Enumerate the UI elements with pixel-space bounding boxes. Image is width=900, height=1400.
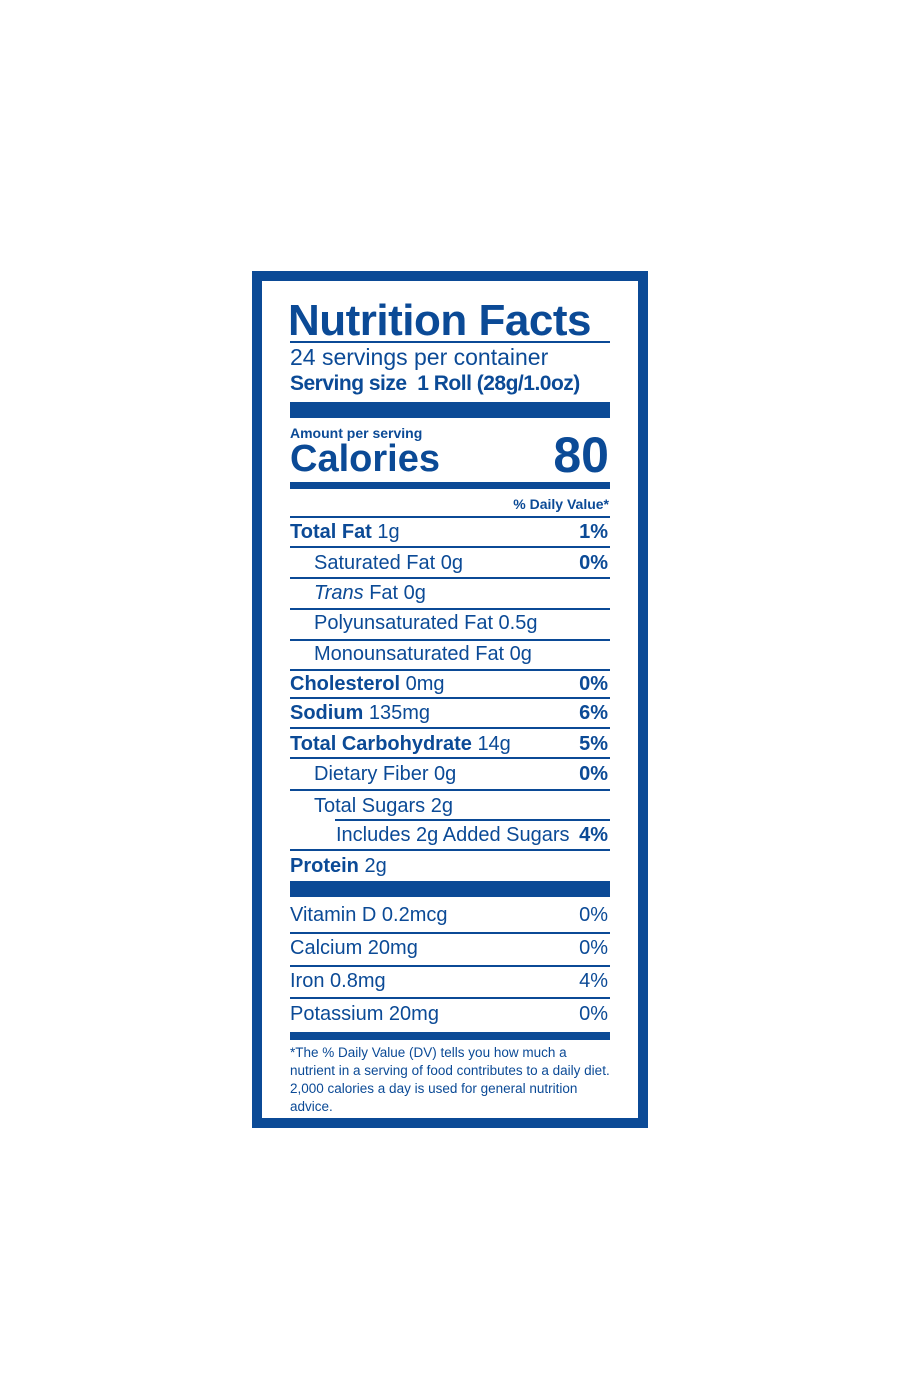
nutrient-name: Dietary Fiber 0g	[314, 763, 457, 785]
rule	[290, 669, 610, 671]
nutrient-dv: 0%	[579, 552, 608, 574]
rule	[290, 789, 610, 791]
label-border	[252, 271, 648, 1128]
nutrient-row: Sodium 135mg 6%	[290, 700, 610, 726]
vitamin-row: Potassium 20mg 0%	[290, 1001, 610, 1027]
vitamin-name: Potassium 20mg	[290, 1003, 439, 1025]
nutrient-dv: 6%	[579, 702, 608, 724]
nutrient: Sodium 135mg	[290, 700, 430, 726]
rule	[290, 965, 610, 967]
rule	[290, 639, 610, 641]
medium-bar	[290, 482, 610, 489]
amount-per-serving: Amount per serving	[290, 425, 423, 441]
nutrient-amount: 2g	[364, 855, 387, 877]
nutrient-name: Fat 0g	[369, 582, 426, 604]
rule	[290, 546, 610, 548]
nutrient-row: Protein 2g	[290, 853, 610, 879]
thick-bar	[290, 881, 610, 897]
medium-bar	[290, 1032, 610, 1040]
calories-value: 80	[553, 427, 609, 483]
nutrient-name: Protein	[290, 855, 359, 877]
nutrient-row: Cholesterol 0mg 0%	[290, 671, 610, 697]
vitamin-row: Vitamin D 0.2mcg 0%	[290, 902, 610, 928]
nutrient-name: Cholesterol	[290, 673, 401, 695]
nutrient: Protein 2g	[290, 853, 387, 879]
vitamin-dv: 0%	[579, 1003, 608, 1025]
vitamin-dv: 0%	[579, 937, 608, 959]
rule	[290, 932, 610, 934]
vitamin-name: Calcium 20mg	[290, 937, 418, 959]
dv-header: % Daily Value*	[513, 496, 609, 512]
vitamin-row: Calcium 20mg 0%	[290, 935, 610, 961]
rule	[290, 727, 610, 729]
rule	[290, 997, 610, 999]
nutrient-amount: 135mg	[368, 702, 431, 724]
nutrient-row: Saturated Fat 0g 0%	[290, 550, 610, 576]
nutrient-row: Total Fat 1g 1%	[290, 519, 610, 545]
calories-label: Calories	[290, 438, 440, 480]
nutrient-name: Polyunsaturated Fat 0.5g	[314, 612, 538, 634]
nutrient-row: Includes 2g Added Sugars 4%	[290, 822, 610, 848]
nutrient-row: Dietary Fiber 0g 0%	[290, 761, 610, 787]
title: Nutrition Facts	[288, 296, 591, 345]
serving-size: Serving size 1 Roll (28g/1.0oz)	[290, 372, 580, 396]
nutrient: Total Carbohydrate 14g	[290, 731, 511, 757]
nutrient-name: Total Fat	[290, 521, 372, 543]
nutrient-amount: 14g	[477, 733, 511, 755]
rule	[335, 819, 610, 821]
rule	[290, 757, 610, 759]
vitamin-row: Iron 0.8mg 4%	[290, 968, 610, 994]
nutrient-name: Sodium	[290, 702, 364, 724]
nutrient-dv: 4%	[579, 824, 608, 846]
nutrient-row: Total Carbohydrate 14g 5%	[290, 731, 610, 757]
footnote: *The % Daily Value (DV) tells you how mu…	[290, 1045, 610, 1114]
nutrient-name: Total Carbohydrate	[290, 733, 472, 755]
nutrient: Total Fat 1g	[290, 519, 400, 545]
nutrient-amount: 1g	[377, 521, 400, 543]
nutrient: Trans Fat 0g	[314, 580, 426, 606]
vitamin-name: Iron 0.8mg	[290, 970, 386, 992]
rule	[290, 608, 610, 610]
nutrient-dv: 1%	[579, 521, 608, 543]
nutrient-row: Monounsaturated Fat 0g	[290, 641, 610, 667]
nutrient-name: Monounsaturated Fat 0g	[314, 643, 532, 665]
nutrient-amount: 0mg	[405, 673, 445, 695]
nutrient-row: Trans Fat 0g	[290, 580, 610, 606]
nutrient-name: Includes 2g Added Sugars	[336, 824, 570, 846]
thick-bar	[290, 402, 610, 418]
nutrient-prefix: Trans	[314, 582, 364, 604]
nutrient-dv: 0%	[579, 763, 608, 785]
nutrient-dv: 0%	[579, 673, 608, 695]
nutrient-row: Polyunsaturated Fat 0.5g	[290, 610, 610, 636]
serving-size-value: 1 Roll (28g/1.0oz)	[417, 372, 580, 395]
vitamin-name: Vitamin D 0.2mcg	[290, 904, 448, 926]
nutrient-row: Total Sugars 2g	[290, 793, 610, 819]
nutrient-dv: 5%	[579, 733, 608, 755]
nutrient: Cholesterol 0mg	[290, 671, 445, 697]
rule	[290, 577, 610, 579]
rule	[290, 697, 610, 699]
rule	[290, 849, 610, 851]
nutrient-name: Total Sugars 2g	[314, 795, 453, 817]
vitamin-dv: 0%	[579, 904, 608, 926]
nutrient-name: Saturated Fat 0g	[314, 552, 463, 574]
rule	[290, 516, 610, 518]
rule	[290, 341, 610, 343]
serving-size-label: Serving size	[290, 372, 407, 395]
vitamin-dv: 4%	[579, 970, 608, 992]
servings: 24 servings per container	[290, 344, 549, 370]
